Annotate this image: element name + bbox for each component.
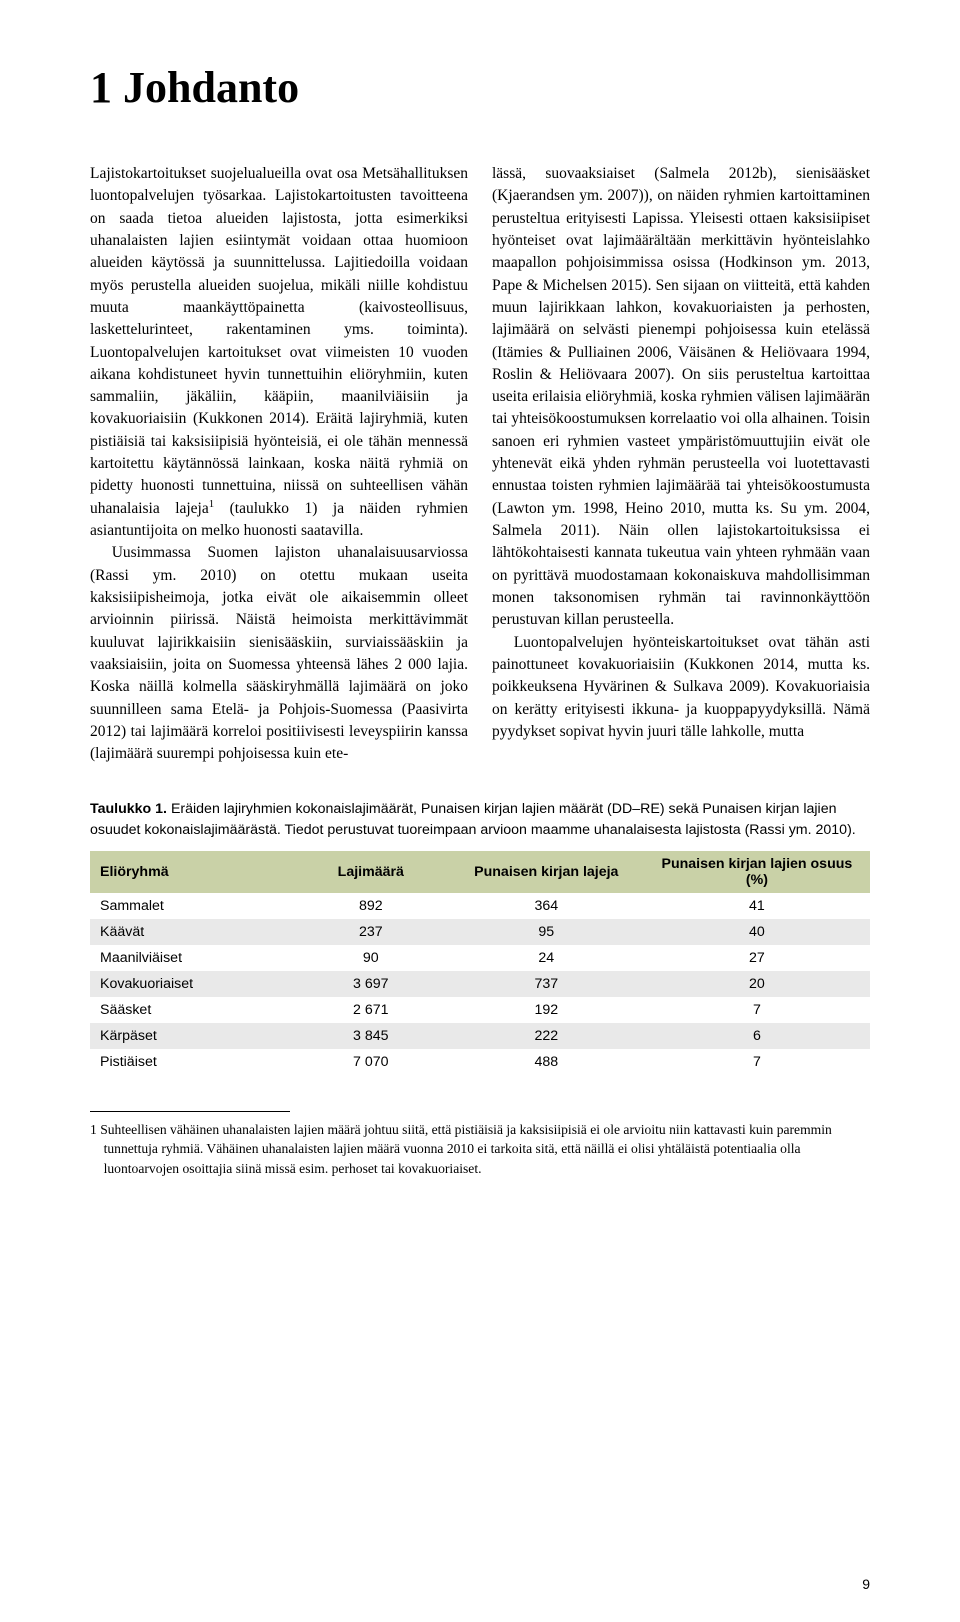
para-1-a: Lajistokartoitukset suojelualueilla ovat… (90, 165, 468, 517)
cell-group: Kovakuoriaiset (90, 971, 293, 997)
cell-redlist: 222 (449, 1023, 644, 1049)
cell-redlist: 737 (449, 971, 644, 997)
cell-count: 237 (293, 919, 449, 945)
table-row: Käävät 237 95 40 (90, 919, 870, 945)
cell-group: Käävät (90, 919, 293, 945)
th-redlist: Punaisen kirjan lajeja (449, 851, 644, 893)
cell-pct: 20 (644, 971, 870, 997)
para-3: lässä, suovaaksiaiset (Salmela 2012b), s… (492, 163, 870, 632)
table-row: Kärpäset 3 845 222 6 (90, 1023, 870, 1049)
column-right: lässä, suovaaksiaiset (Salmela 2012b), s… (492, 163, 870, 765)
table-row: Maanilviäiset 90 24 27 (90, 945, 870, 971)
cell-redlist: 95 (449, 919, 644, 945)
column-left: Lajistokartoitukset suojelualueilla ovat… (90, 163, 468, 765)
table-block: Taulukko 1. Eräiden lajiryhmien kokonais… (90, 799, 870, 1074)
footnote-marker: 1 (90, 1122, 97, 1137)
footnote-text: Suhteellisen vähäinen uhanalaisten lajie… (100, 1122, 832, 1176)
cell-pct: 7 (644, 997, 870, 1023)
table-row: Kovakuoriaiset 3 697 737 20 (90, 971, 870, 997)
data-table: Eliöryhmä Lajimäärä Punaisen kirjan laje… (90, 851, 870, 1075)
cell-redlist: 24 (449, 945, 644, 971)
para-2: Uusimmassa Suomen lajiston uhanalaisuusa… (90, 542, 468, 765)
table-row: Pistiäiset 7 070 488 7 (90, 1049, 870, 1075)
cell-count: 2 671 (293, 997, 449, 1023)
page-title: 1 Johdanto (90, 62, 870, 113)
footnote-rule (90, 1111, 290, 1112)
cell-count: 90 (293, 945, 449, 971)
body-columns: Lajistokartoitukset suojelualueilla ovat… (90, 163, 870, 765)
cell-pct: 7 (644, 1049, 870, 1075)
cell-pct: 41 (644, 893, 870, 919)
th-group: Eliöryhmä (90, 851, 293, 893)
table-header-row: Eliöryhmä Lajimäärä Punaisen kirjan laje… (90, 851, 870, 893)
cell-count: 3 697 (293, 971, 449, 997)
cell-redlist: 192 (449, 997, 644, 1023)
table-row: Sääsket 2 671 192 7 (90, 997, 870, 1023)
cell-pct: 40 (644, 919, 870, 945)
table-caption-lead: Taulukko 1. (90, 801, 167, 817)
cell-count: 892 (293, 893, 449, 919)
cell-count: 3 845 (293, 1023, 449, 1049)
cell-group: Kärpäset (90, 1023, 293, 1049)
cell-group: Pistiäiset (90, 1049, 293, 1075)
th-pct: Punaisen kirjan lajien osuus (%) (644, 851, 870, 893)
table-row: Sammalet 892 364 41 (90, 893, 870, 919)
cell-count: 7 070 (293, 1049, 449, 1075)
th-count: Lajimäärä (293, 851, 449, 893)
cell-group: Sammalet (90, 893, 293, 919)
table-caption-text: Eräiden lajiryhmien kokonaislajimäärät, … (90, 801, 856, 838)
table-caption: Taulukko 1. Eräiden lajiryhmien kokonais… (90, 799, 870, 840)
cell-group: Maanilviäiset (90, 945, 293, 971)
footnote: 1 Suhteellisen vähäinen uhanalaisten laj… (90, 1120, 870, 1179)
page-number: 9 (862, 1576, 870, 1592)
cell-redlist: 364 (449, 893, 644, 919)
para-1: Lajistokartoitukset suojelualueilla ovat… (90, 163, 468, 542)
cell-pct: 6 (644, 1023, 870, 1049)
cell-pct: 27 (644, 945, 870, 971)
cell-group: Sääsket (90, 997, 293, 1023)
cell-redlist: 488 (449, 1049, 644, 1075)
para-4: Luontopalvelujen hyönteiskartoitukset ov… (492, 632, 870, 744)
